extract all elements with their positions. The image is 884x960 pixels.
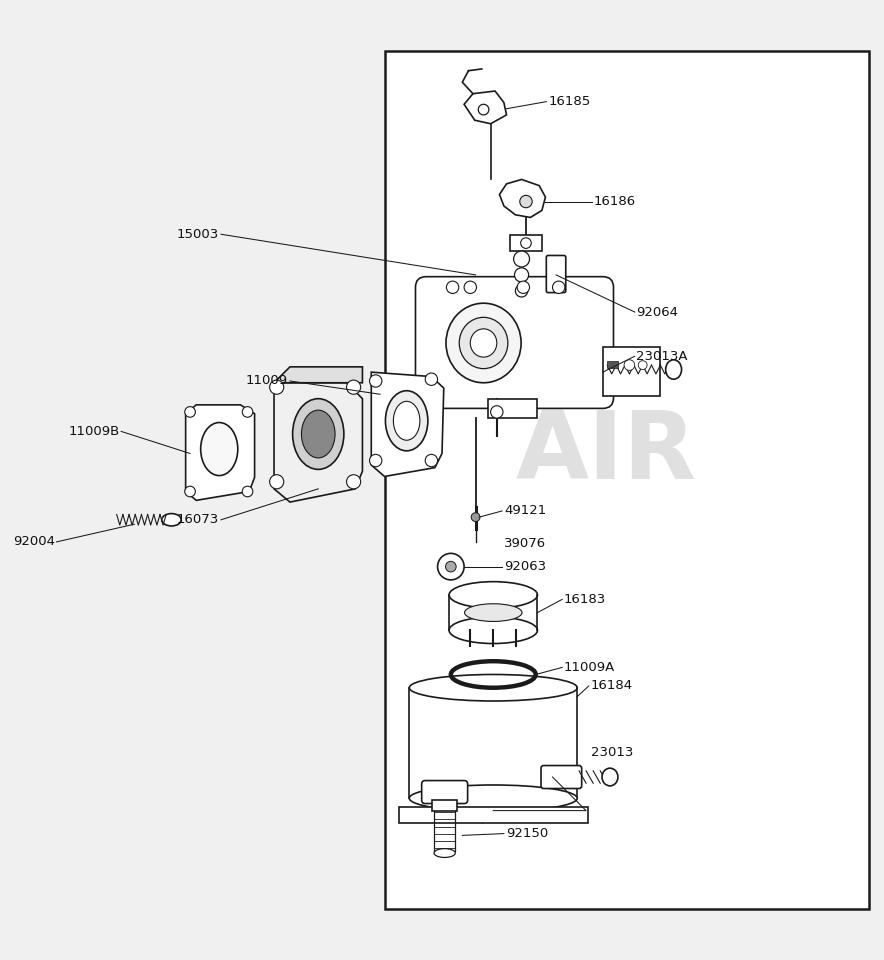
Text: 16073: 16073 [177,514,219,526]
Circle shape [638,361,647,370]
Ellipse shape [470,329,497,357]
Text: 16183: 16183 [564,593,606,606]
FancyBboxPatch shape [510,235,542,252]
Ellipse shape [409,675,577,701]
Text: 92004: 92004 [12,536,55,548]
Text: 49121: 49121 [504,504,546,517]
Circle shape [242,407,253,418]
Polygon shape [186,405,255,500]
Text: 15003: 15003 [177,228,219,241]
Polygon shape [499,180,545,218]
Ellipse shape [201,422,238,475]
Text: 16184: 16184 [591,680,633,692]
Ellipse shape [393,401,420,441]
Circle shape [471,513,480,521]
Circle shape [347,380,361,395]
Ellipse shape [385,391,428,451]
Ellipse shape [293,398,344,469]
Circle shape [446,281,459,294]
Circle shape [370,454,382,467]
Text: 11009B: 11009B [68,425,119,438]
Circle shape [464,281,476,294]
Ellipse shape [460,318,507,369]
Ellipse shape [449,582,537,609]
Ellipse shape [162,514,181,526]
Circle shape [520,195,532,207]
Circle shape [270,380,284,395]
Text: 39076: 39076 [504,538,546,550]
Text: AIR: AIR [515,407,696,499]
Ellipse shape [602,768,618,786]
Circle shape [270,474,284,489]
Text: 11009: 11009 [246,374,288,388]
Circle shape [491,406,503,419]
Circle shape [347,474,361,489]
FancyBboxPatch shape [546,255,566,293]
Circle shape [624,360,635,371]
Circle shape [514,252,530,267]
Circle shape [185,486,195,496]
FancyBboxPatch shape [432,800,457,810]
Circle shape [370,374,382,387]
FancyBboxPatch shape [541,765,582,788]
Circle shape [521,238,531,249]
Text: 23013A: 23013A [636,349,688,363]
Text: 23013: 23013 [591,746,633,758]
Ellipse shape [446,303,522,383]
Ellipse shape [666,360,682,379]
Polygon shape [464,91,507,124]
FancyBboxPatch shape [385,51,869,909]
FancyBboxPatch shape [399,807,588,823]
Circle shape [552,281,565,294]
Text: 16185: 16185 [548,95,591,108]
Text: 92064: 92064 [636,305,679,319]
Circle shape [242,486,253,496]
FancyBboxPatch shape [607,361,618,368]
Ellipse shape [409,785,577,811]
FancyBboxPatch shape [488,398,537,419]
Polygon shape [274,367,362,383]
Text: 92063: 92063 [504,560,546,573]
Circle shape [515,284,528,297]
Circle shape [517,281,530,294]
Ellipse shape [465,604,522,621]
Ellipse shape [449,617,537,643]
Circle shape [514,268,529,282]
FancyBboxPatch shape [422,780,468,804]
Polygon shape [274,383,362,502]
FancyBboxPatch shape [415,276,613,408]
Text: 92150: 92150 [506,828,548,840]
Ellipse shape [301,410,335,458]
Text: 11009A: 11009A [564,660,615,674]
Polygon shape [371,372,444,476]
Circle shape [438,553,464,580]
Circle shape [478,105,489,115]
Circle shape [185,407,195,418]
Circle shape [425,373,438,385]
Ellipse shape [434,849,455,857]
FancyBboxPatch shape [603,348,660,396]
Circle shape [425,454,438,467]
Circle shape [446,562,456,572]
Text: 16186: 16186 [594,195,636,208]
